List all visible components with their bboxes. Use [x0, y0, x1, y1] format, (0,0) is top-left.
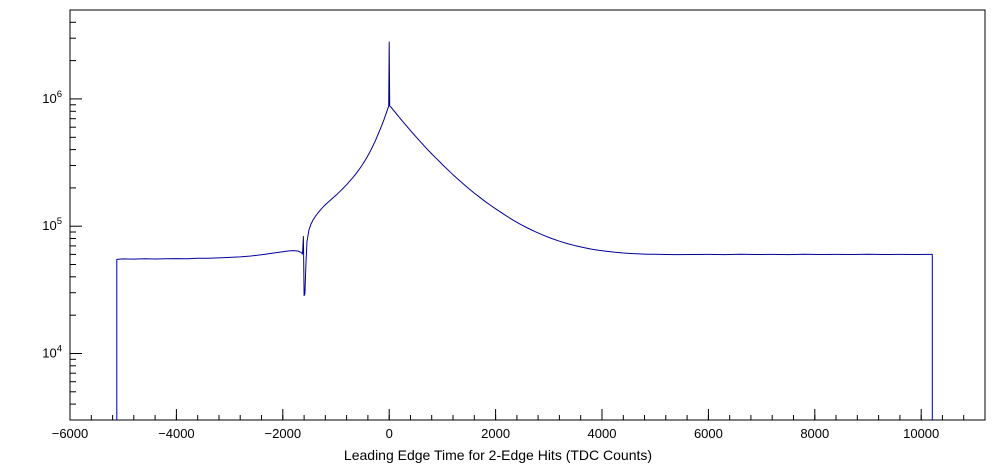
- x-tick-label: −4000: [158, 426, 195, 441]
- x-tick-labels: −6000 −4000 −2000 0 2000 4000 6000 8000 10000: [52, 426, 940, 441]
- x-tick-label: −2000: [265, 426, 302, 441]
- y-tick-label: 106: [42, 89, 62, 106]
- x-tick-label: 0: [386, 426, 393, 441]
- y-tick-label: 105: [42, 216, 62, 233]
- x-axis-title: Leading Edge Time for 2-Edge Hits (TDC C…: [343, 447, 653, 463]
- y-tick-label: 104: [42, 344, 62, 361]
- x-tick-label: 4000: [588, 426, 617, 441]
- histogram-curve: [116, 41, 933, 420]
- x-tick-label: 10000: [903, 426, 939, 441]
- plot-frame: [69, 9, 986, 421]
- x-tick-label: 6000: [694, 426, 723, 441]
- y-axis-ticks: [70, 9, 82, 421]
- x-tick-label: 2000: [481, 426, 510, 441]
- x-tick-label: −6000: [52, 426, 89, 441]
- x-tick-label: 8000: [800, 426, 829, 441]
- y-tick-labels: 104 105 106: [42, 89, 62, 361]
- x-axis-ticks: [69, 409, 986, 420]
